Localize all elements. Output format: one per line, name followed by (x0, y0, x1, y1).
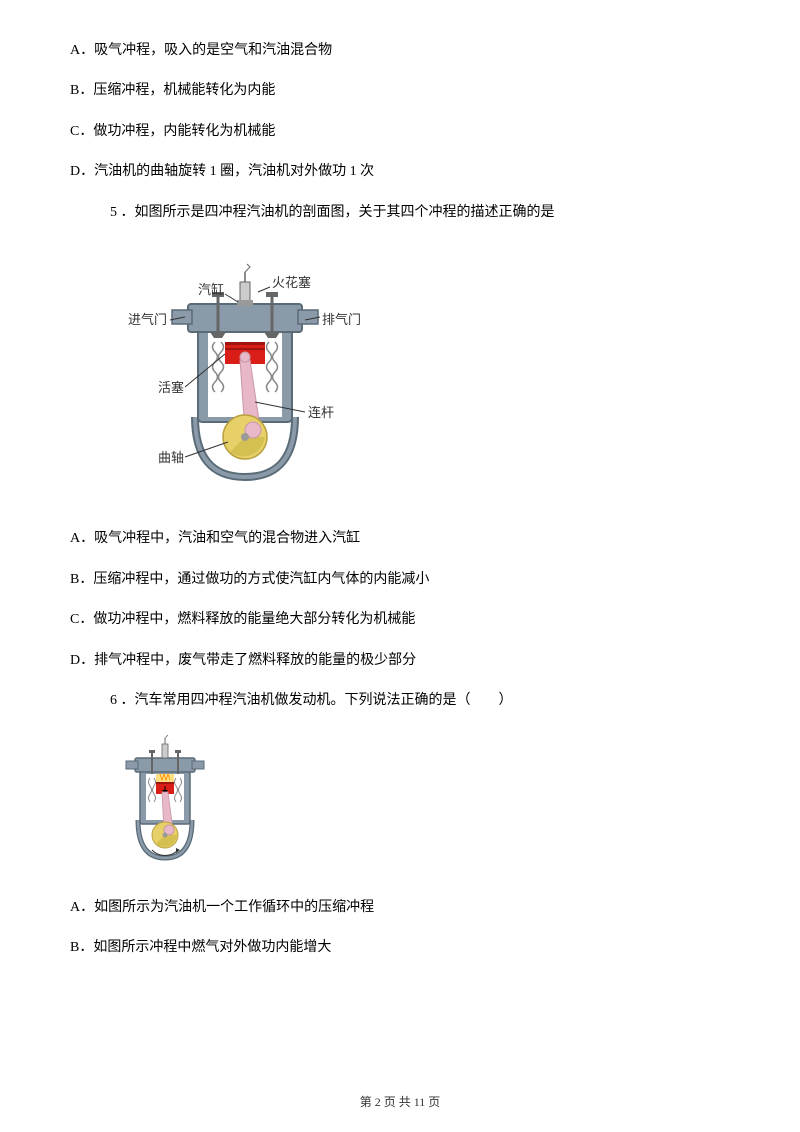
engine-diagram-small (110, 730, 730, 878)
option-a-q5: A．吸气冲程中，汽油和空气的混合物进入汽缸 (70, 528, 730, 550)
engine-diagram-large: 汽缸 火花塞 进气门 排气门 活塞 连杆 曲轴 (110, 242, 730, 510)
option-a-top: A．吸气冲程，吸入的是空气和汽油混合物 (70, 40, 730, 62)
question-6: 6 ．汽车常用四冲程汽油机做发动机。下列说法正确的是（ ） (110, 690, 730, 712)
label-cylinder: 汽缸 (198, 282, 224, 297)
option-a-q6: A．如图所示为汽油机一个工作循环中的压缩冲程 (70, 897, 730, 919)
label-intake-valve: 进气门 (128, 312, 167, 327)
question-5: 5 ．如图所示是四冲程汽油机的剖面图，关于其四个冲程的描述正确的是 (110, 202, 730, 224)
label-connecting-rod: 连杆 (308, 405, 334, 420)
option-c-q5: C．做功冲程中，燃料释放的能量绝大部分转化为机械能 (70, 609, 730, 631)
option-b-q5: B．压缩冲程中，通过做功的方式使汽缸内气体的内能减小 (70, 569, 730, 591)
label-piston: 活塞 (158, 380, 184, 395)
option-b-q6: B．如图所示冲程中燃气对外做功内能增大 (70, 937, 730, 959)
option-d-q5: D．排气冲程中，废气带走了燃料释放的能量的极少部分 (70, 650, 730, 672)
option-c-top: C．做功冲程，内能转化为机械能 (70, 121, 730, 143)
label-spark-plug: 火花塞 (272, 275, 311, 290)
page-footer: 第 2 页 共 11 页 (0, 1093, 800, 1112)
label-exhaust-valve: 排气门 (322, 312, 361, 327)
option-d-top: D．汽油机的曲轴旋转 1 圈，汽油机对外做功 1 次 (70, 161, 730, 183)
label-crankshaft: 曲轴 (158, 450, 184, 465)
option-b-top: B．压缩冲程，机械能转化为内能 (70, 80, 730, 102)
